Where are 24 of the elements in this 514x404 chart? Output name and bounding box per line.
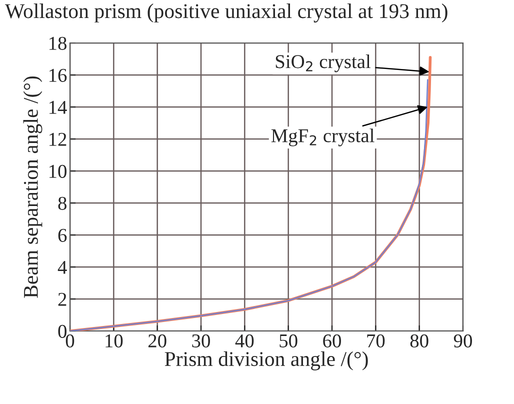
y-tick-label: 16 <box>49 68 67 82</box>
x-axis-title: Prism division angle /(°) <box>164 351 368 370</box>
x-tick-label: 70 <box>367 334 385 348</box>
x-tick-label: 90 <box>454 334 472 348</box>
y-tick-label: 4 <box>58 260 67 274</box>
x-tick-label: 40 <box>235 334 254 348</box>
x-tick-label: 20 <box>148 334 166 348</box>
x-tick-label: 60 <box>323 334 341 348</box>
annotation: SiO$_{2}$ crystal <box>276 54 371 72</box>
x-tick-label: 10 <box>106 334 123 348</box>
y-tick-label: 18 <box>49 36 66 50</box>
x-tick-label: 30 <box>192 334 210 348</box>
y-tick-label: 8 <box>58 196 66 210</box>
chart-title: Wollaston prism (positive uniaxial crystal at 193 nm) <box>5 4 448 22</box>
y-axis-title: Beam separation angle /(°) <box>23 76 42 298</box>
y-tick-label: 6 <box>58 228 67 242</box>
y-tick-label: 2 <box>58 292 66 306</box>
x-tick-label: 50 <box>280 334 298 348</box>
y-tick-label: 0 <box>58 324 66 338</box>
x-tick-label: 80 <box>410 334 428 348</box>
y-tick-label: 14 <box>49 100 67 114</box>
annotation: MgF$_{2}$ crystal <box>271 128 374 146</box>
y-tick-label: 12 <box>49 132 66 146</box>
y-tick-label: 10 <box>49 164 66 178</box>
